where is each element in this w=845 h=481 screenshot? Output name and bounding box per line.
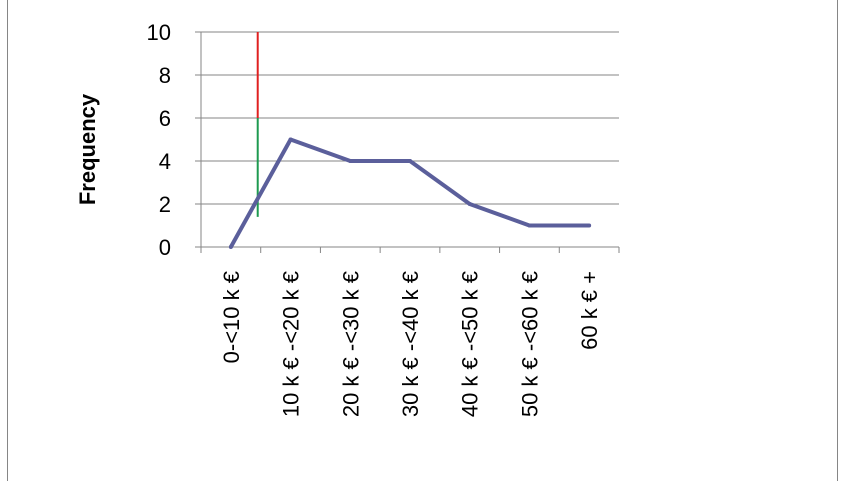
x-category-label: 10 k € -<20 k € — [279, 271, 304, 417]
y-tick-label: 2 — [159, 192, 171, 217]
chart-frame — [7, 0, 838, 481]
y-tick-label: 6 — [159, 106, 171, 131]
y-tick-label: 0 — [159, 235, 171, 260]
data-point — [467, 202, 472, 206]
data-point — [228, 245, 233, 249]
x-category-label: 20 k € -<30 k € — [338, 271, 363, 417]
y-tick-label: 4 — [159, 149, 171, 174]
data-point — [527, 223, 532, 228]
data-point — [408, 159, 412, 163]
x-category-label: 0-<10 k € — [219, 271, 244, 363]
y-tick-label: 8 — [159, 63, 171, 88]
data-point — [288, 137, 293, 142]
data-point — [587, 223, 592, 228]
x-category-label: 40 k € -<50 k € — [458, 271, 483, 417]
x-category-label: 60 k € + — [577, 271, 602, 350]
data-point — [348, 159, 353, 163]
x-category-label: 30 k € -<40 k € — [398, 271, 423, 417]
y-axis-title: Frequency — [75, 93, 100, 205]
y-tick-label: 10 — [147, 20, 171, 45]
series-line — [229, 137, 590, 248]
x-category-label: 50 k € -<60 k € — [517, 271, 542, 417]
